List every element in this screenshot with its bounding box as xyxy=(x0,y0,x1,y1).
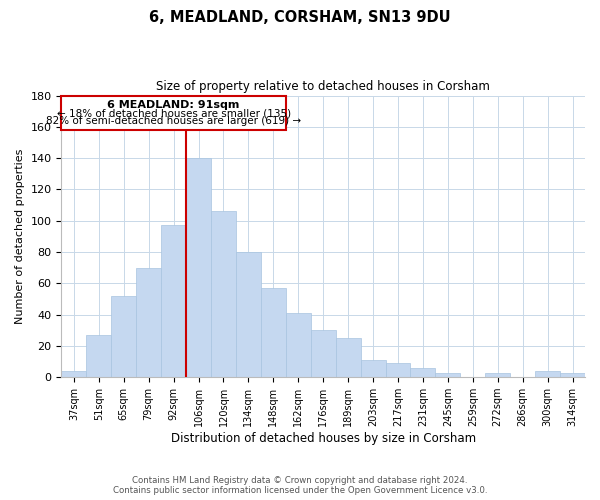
Title: Size of property relative to detached houses in Corsham: Size of property relative to detached ho… xyxy=(156,80,490,93)
Bar xyxy=(311,330,335,377)
Bar xyxy=(161,226,186,377)
FancyBboxPatch shape xyxy=(61,96,286,130)
Bar xyxy=(560,372,585,377)
Bar xyxy=(485,372,510,377)
Text: ← 18% of detached houses are smaller (135): ← 18% of detached houses are smaller (13… xyxy=(56,108,290,118)
Text: 6, MEADLAND, CORSHAM, SN13 9DU: 6, MEADLAND, CORSHAM, SN13 9DU xyxy=(149,10,451,25)
Bar xyxy=(86,335,111,377)
Bar xyxy=(61,371,86,377)
Bar xyxy=(410,368,436,377)
Bar xyxy=(261,288,286,377)
Bar xyxy=(335,338,361,377)
X-axis label: Distribution of detached houses by size in Corsham: Distribution of detached houses by size … xyxy=(170,432,476,445)
Text: 6 MEADLAND: 91sqm: 6 MEADLAND: 91sqm xyxy=(107,100,240,110)
Bar xyxy=(186,158,211,377)
Bar xyxy=(136,268,161,377)
Bar xyxy=(535,371,560,377)
Bar xyxy=(211,212,236,377)
Bar xyxy=(361,360,386,377)
Bar xyxy=(436,372,460,377)
Bar xyxy=(111,296,136,377)
Text: Contains HM Land Registry data © Crown copyright and database right 2024.
Contai: Contains HM Land Registry data © Crown c… xyxy=(113,476,487,495)
Y-axis label: Number of detached properties: Number of detached properties xyxy=(15,148,25,324)
Bar xyxy=(286,313,311,377)
Text: 82% of semi-detached houses are larger (619) →: 82% of semi-detached houses are larger (… xyxy=(46,116,301,126)
Bar xyxy=(236,252,261,377)
Bar xyxy=(386,363,410,377)
